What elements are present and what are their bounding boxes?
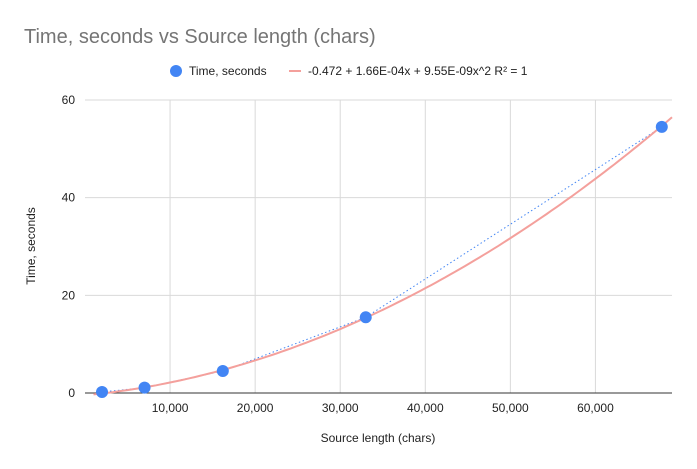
point-connector [101,126,663,393]
x-tick-label: 50,000 [492,401,529,415]
data-point[interactable] [655,120,668,133]
legend-label-time: Time, seconds [189,64,267,78]
x-axis-label: Source length (chars) [321,431,436,445]
legend-marker-time [170,65,182,77]
x-tick-label: 30,000 [322,401,359,415]
y-tick-label: 0 [68,386,75,400]
series-connector-line [101,126,663,393]
data-points [96,120,668,399]
y-tick-label: 60 [62,93,76,107]
legend[interactable]: Time, seconds -0.472 + 1.66E-04x + 9.55E… [170,64,528,78]
tick-labels: 10,000 20,000 30,000 40,000 50,000 60,000 0 20 4… [62,93,614,415]
chart-title: Time, seconds vs Source length (chars) [24,26,376,48]
data-point[interactable] [216,365,229,378]
data-point[interactable] [96,386,109,399]
legend-label-trendline: -0.472 + 1.66E-04x + 9.55E-09x^2 R² = 1 [308,64,528,78]
data-point[interactable] [138,381,151,394]
x-tick-label: 40,000 [407,401,444,415]
y-tick-label: 20 [62,288,76,302]
x-tick-label: 10,000 [152,401,189,415]
trendline-layer [93,116,673,396]
x-tick-label: 20,000 [237,401,274,415]
x-tick-label: 60,000 [577,401,614,415]
data-point[interactable] [359,311,372,324]
y-tick-label: 40 [62,191,76,205]
y-axis-label: Time, seconds [24,207,38,285]
gridlines [85,99,672,394]
trendline-curve [93,116,673,396]
